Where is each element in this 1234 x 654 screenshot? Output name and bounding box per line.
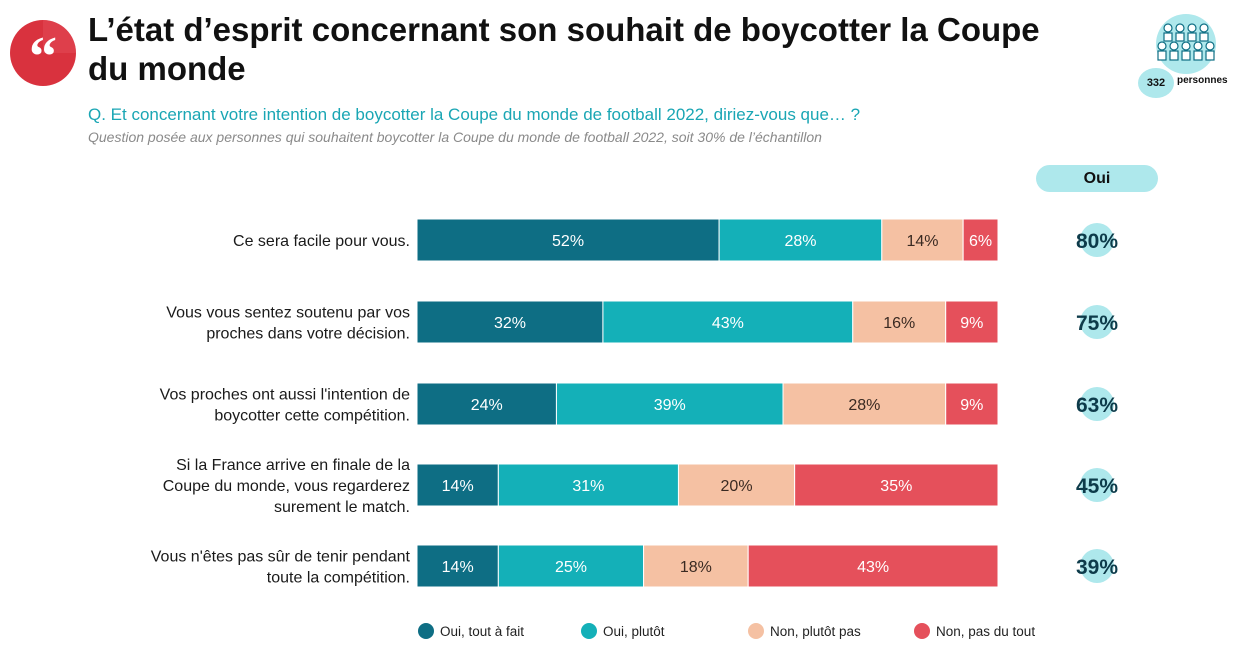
legend-swatch [418,623,434,639]
bar-segment [416,463,499,507]
bar-segment [945,300,999,344]
data-label: 18% [680,559,712,576]
data-label: 28% [848,397,880,414]
total-bubble [1080,387,1114,421]
legend-swatch [581,623,597,639]
data-label: 24% [471,397,503,414]
data-label: 35% [880,478,912,495]
page-title: L’état d’esprit concernant son souhait d… [88,11,1040,87]
bar-segment [747,544,999,588]
legend-item: Non, plutôt pas [748,622,861,642]
legend-label: Oui, plutôt [603,624,665,639]
data-label: 43% [712,315,744,332]
data-label: 31% [572,478,604,495]
data-label: 32% [494,315,526,332]
people-panel-icon [1156,14,1216,74]
data-label: 16% [883,315,915,332]
bar-segment [852,300,947,344]
total-bubble [1080,549,1114,583]
bar-segment [602,300,854,344]
total-bubble [1080,223,1114,257]
category-label: Vous vous sentez soutenu par vos proches … [166,305,410,343]
bar-segment [945,382,999,426]
bar-segment [416,382,557,426]
quote-icon: “ [10,20,76,88]
data-label: 9% [960,397,983,414]
sample-note: Question posée aux personnes qui souhait… [88,129,822,145]
bar-segment [962,218,999,262]
total-value: 63% [1076,394,1118,417]
data-label: 20% [721,478,753,495]
sample-label: personnes [1177,75,1228,86]
data-label: 25% [555,559,587,576]
category-label: Vos proches ont aussi l'intention de boyc… [160,387,410,425]
data-label: 14% [906,233,938,250]
bar-segment [718,218,883,262]
stacked-bar-chart: Ce sera facile pour vous. 52% 28% 14% 6% 80% V… [151,218,1118,588]
svg-text:“: “ [29,26,57,88]
bar-segment [555,382,784,426]
legend-swatch [914,623,930,639]
data-label: 14% [442,478,474,495]
bar-segment [643,544,749,588]
data-label: 39% [654,397,686,414]
total-value: 45% [1076,475,1118,498]
bar-segment [416,544,499,588]
data-label: 28% [784,233,816,250]
bar-segment [416,218,720,262]
category-label: Ce sera facile pour vous. [233,233,410,250]
legend-label: Oui, tout à fait [440,624,525,639]
legend-label: Non, pas du tout [936,624,1036,639]
legend-item: Oui, tout à fait [418,622,524,642]
total-value: 75% [1076,312,1118,335]
legend-swatch [748,623,764,639]
category-label: Si la France arrive en finale de la Coupe… [163,457,410,516]
data-label: 6% [969,233,992,250]
total-bubble [1080,305,1114,339]
sample-count: 332 [1138,68,1174,98]
total-value: 80% [1076,230,1118,253]
data-label: 43% [857,559,889,576]
question-text: Q. Et concernant votre intention de boyc… [88,105,861,124]
total-value: 39% [1076,556,1118,579]
category-label: Vous n'êtes pas sûr de tenir pendant tout… [151,549,411,587]
legend: Oui, tout à fait Oui, plutôt Non, plutôt p… [418,622,1118,644]
data-label: 14% [442,559,474,576]
data-label: 52% [552,233,584,250]
legend-item: Oui, plutôt [581,622,665,642]
bar-segment [677,463,796,507]
data-label: 9% [960,315,983,332]
total-bubble [1080,468,1114,502]
bar-segment [416,300,604,344]
bar-segment [794,463,999,507]
legend-item: Non, pas du tout [914,622,1035,642]
legend-label: Non, plutôt pas [770,624,861,639]
bar-segment [497,463,679,507]
totals-header: Oui [1036,165,1158,192]
